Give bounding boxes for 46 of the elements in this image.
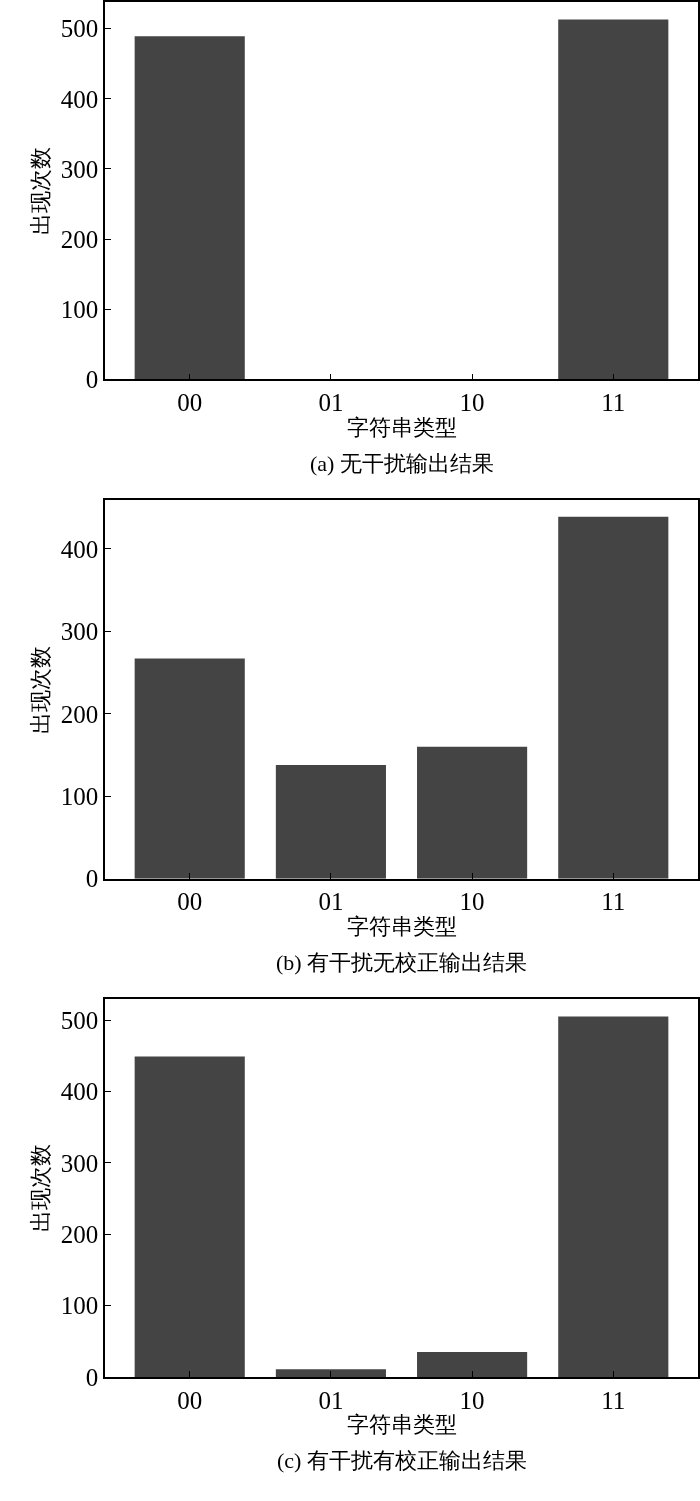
x-tick-label: 11 — [601, 389, 626, 417]
y-tick-label: 400 — [60, 85, 99, 113]
x-tick-label: 10 — [459, 888, 485, 916]
y-axis-title: 出现次数 — [28, 146, 54, 235]
y-tick-label: 200 — [60, 225, 99, 253]
x-tick-label: 01 — [318, 888, 344, 916]
x-tick-label: 11 — [601, 888, 626, 916]
y-tick-label: 300 — [60, 155, 99, 183]
text: (b) 有干扰无校正输出结果 — [276, 950, 528, 975]
text: (a) 无干扰输出结果 — [310, 451, 494, 476]
y-axis-title: 出现次数 — [28, 1143, 54, 1232]
x-tick-label: 00 — [177, 1386, 203, 1414]
bar — [134, 658, 245, 879]
bar — [134, 1056, 245, 1378]
y-tick-label: 400 — [60, 535, 99, 563]
x-axis-title: 字符串类型 — [346, 913, 457, 939]
bar — [558, 1016, 669, 1378]
y-tick-label: 300 — [60, 1149, 99, 1177]
y-tick-label: 200 — [60, 1220, 99, 1248]
bar — [275, 764, 386, 879]
y-tick-label: 0 — [85, 865, 99, 893]
x-tick-label: 01 — [318, 1386, 344, 1414]
x-tick-label: 00 — [177, 389, 203, 417]
bar — [558, 516, 669, 879]
bar — [275, 1369, 386, 1378]
y-tick-label: 200 — [60, 700, 99, 728]
y-tick-label: 300 — [60, 618, 99, 646]
y-tick-label: 100 — [60, 1292, 99, 1320]
x-tick-label: 00 — [177, 888, 203, 916]
x-tick-label: 11 — [601, 1386, 626, 1414]
y-axis-title: 出现次数 — [28, 645, 54, 734]
x-axis-title: 字符串类型 — [346, 1412, 457, 1438]
y-tick-label: 500 — [60, 1006, 99, 1034]
y-tick-label: 400 — [60, 1078, 99, 1106]
x-tick-label: 10 — [459, 1386, 485, 1414]
x-tick-label: 10 — [459, 389, 485, 417]
y-tick-label: 100 — [60, 783, 99, 811]
y-tick-label: 500 — [60, 15, 99, 43]
y-tick-label: 0 — [85, 366, 99, 394]
x-axis-title: 字符串类型 — [346, 414, 457, 440]
y-tick-label: 100 — [60, 296, 99, 324]
text: (c) 有干扰有校正输出结果 — [277, 1448, 527, 1473]
y-tick-label: 0 — [85, 1363, 99, 1391]
x-tick-label: 01 — [318, 389, 344, 417]
bar — [417, 1352, 528, 1378]
bar — [417, 746, 528, 879]
